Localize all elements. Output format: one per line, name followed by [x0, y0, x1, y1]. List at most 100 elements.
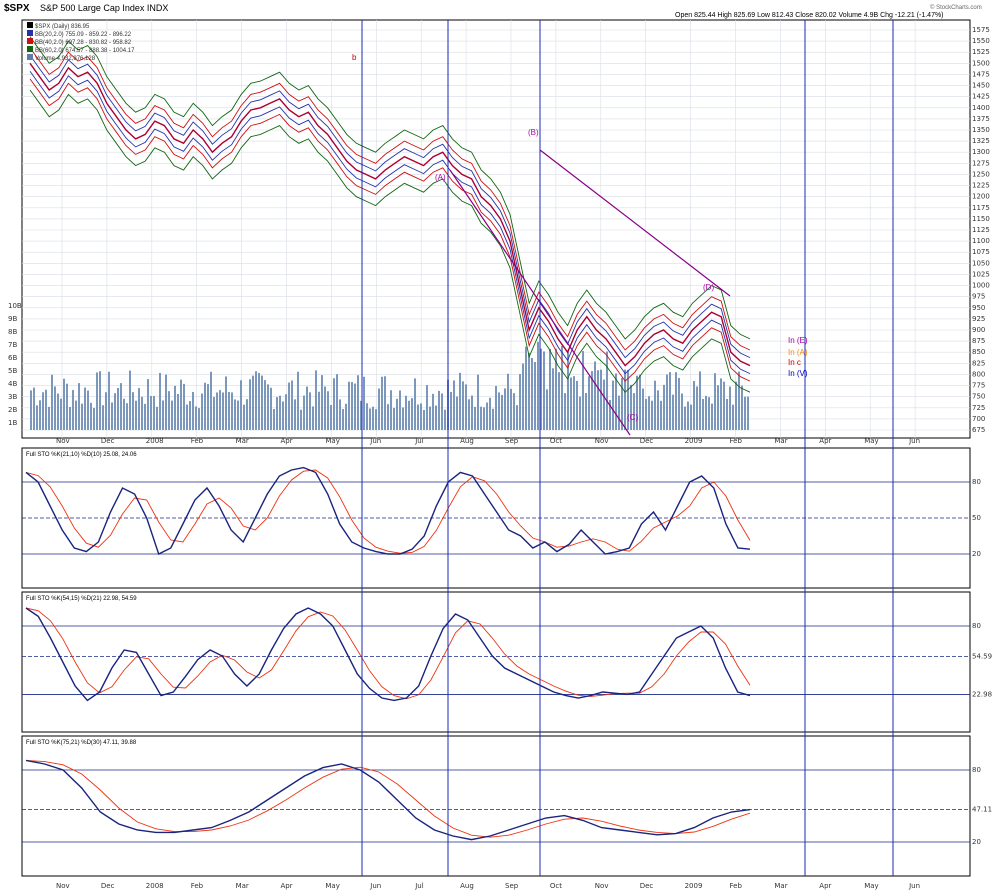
price-tick-label: 1525 — [972, 48, 990, 56]
volume-bar — [231, 392, 233, 430]
volume-bar — [726, 398, 728, 430]
volume-bar — [429, 406, 431, 430]
price-tick-label: 1350 — [972, 126, 990, 134]
price-tick-label: 1500 — [972, 59, 990, 67]
volume-bar — [132, 392, 134, 430]
volume-bar — [216, 392, 218, 430]
volume-bar — [492, 408, 494, 430]
source-credit: © StockCharts.com — [930, 4, 982, 11]
volume-bar — [234, 399, 236, 430]
legend-entry-1: BB(20,2.0) 755.09 - 859.22 - 896.22 — [35, 32, 132, 38]
month-tick-label-bottom: Aug — [460, 882, 474, 890]
volume-bar — [693, 381, 695, 430]
bollinger-bands — [29, 36, 751, 393]
oscillator-level-label: 22.98 — [972, 690, 992, 698]
volume-bar — [126, 403, 128, 430]
vertical-markers — [361, 20, 894, 876]
price-tick-label: 1400 — [972, 104, 990, 112]
volume-bar — [507, 373, 509, 430]
price-tick-label: 1275 — [972, 159, 990, 167]
volume-bar — [552, 368, 554, 430]
volume-bar — [543, 351, 545, 430]
volume-bar — [480, 406, 482, 430]
volume-bar — [642, 388, 644, 430]
legend-entry-4: Volume 4,932,876,128 — [35, 56, 96, 62]
volume-bar — [741, 385, 743, 430]
volume-bar — [54, 386, 56, 430]
volume-bar — [621, 377, 623, 430]
legend-swatch-2 — [27, 38, 33, 44]
volume-bar — [318, 391, 320, 430]
volume-bar — [567, 351, 569, 430]
volume-bar — [195, 406, 197, 430]
volume-bar — [660, 400, 662, 430]
volume-bar — [738, 371, 740, 430]
volume-bar — [87, 390, 89, 430]
volume-bar — [657, 390, 659, 430]
volume-bar — [30, 390, 32, 430]
oscillator-level-label: 50 — [972, 514, 981, 522]
volume-bar — [570, 377, 572, 430]
volume-bar — [159, 372, 161, 430]
volume-bar — [282, 401, 284, 430]
volume-bar — [78, 383, 80, 430]
band-lower — [29, 71, 751, 375]
legend-swatch-0 — [27, 22, 33, 28]
volume-bar — [723, 381, 725, 430]
month-tick-label: Aug — [460, 437, 474, 445]
volume-bar — [573, 376, 575, 430]
volume-bar — [240, 380, 242, 430]
month-tick-label-bottom: 2008 — [146, 882, 164, 890]
month-tick-label-bottom: Mar — [774, 882, 787, 890]
volume-bar — [540, 348, 542, 430]
volume-bar — [354, 383, 356, 430]
price-tick-label: 1325 — [972, 137, 990, 145]
volume-bar — [576, 380, 578, 430]
price-tick-label: 1425 — [972, 93, 990, 101]
volume-bar — [483, 407, 485, 430]
volume-bar — [345, 403, 347, 430]
month-tick-label: Nov — [56, 437, 70, 445]
volume-bar — [201, 393, 203, 430]
oscillator-level-label: 47.11 — [972, 805, 992, 813]
month-tick-label: Dec — [640, 437, 654, 445]
month-tick-label: May — [325, 437, 339, 445]
volume-bar — [489, 397, 491, 430]
volume-bar — [486, 402, 488, 430]
volume-bar — [708, 397, 710, 430]
price-tick-label: 875 — [972, 337, 985, 345]
volume-tick-label: 3B — [8, 393, 17, 401]
volume-bar — [204, 382, 206, 430]
ohlc-readout: Open 825.44 High 825.69 Low 812.43 Close… — [675, 12, 944, 19]
volume-bar — [477, 374, 479, 430]
volume-bar — [375, 409, 377, 430]
volume-bar — [645, 398, 647, 430]
volume-bar — [411, 398, 413, 430]
volume-bar — [321, 375, 323, 430]
band-upper — [29, 47, 751, 351]
volume-bar — [84, 387, 86, 430]
price-tick-label: 1125 — [972, 226, 990, 234]
volume-bar — [324, 386, 326, 430]
volume-bar — [597, 370, 599, 430]
volume-bar — [171, 400, 173, 430]
volume-tick-label: 1B — [8, 419, 17, 427]
month-tick-label-bottom: Feb — [191, 882, 204, 890]
volume-bar — [438, 390, 440, 430]
wave-label-B: (B) — [528, 128, 539, 137]
volume-bar — [384, 376, 386, 430]
volume-bar — [273, 409, 275, 430]
volume-bar — [456, 396, 458, 430]
volume-bar — [744, 396, 746, 430]
volume-bar — [423, 409, 425, 430]
price-tick-label: 1200 — [972, 193, 990, 201]
volume-bar — [198, 408, 200, 430]
month-tick-label: Feb — [730, 437, 743, 445]
volume-bar — [381, 376, 383, 430]
volume-bar — [651, 400, 653, 430]
volume-bar — [150, 395, 152, 430]
stochastic-panel-2: Full STO %K(54,15) %D(21) 22.98, 54.59 8… — [21, 591, 992, 733]
volume-bar — [627, 369, 629, 430]
oscillator-k-line — [25, 759, 751, 841]
